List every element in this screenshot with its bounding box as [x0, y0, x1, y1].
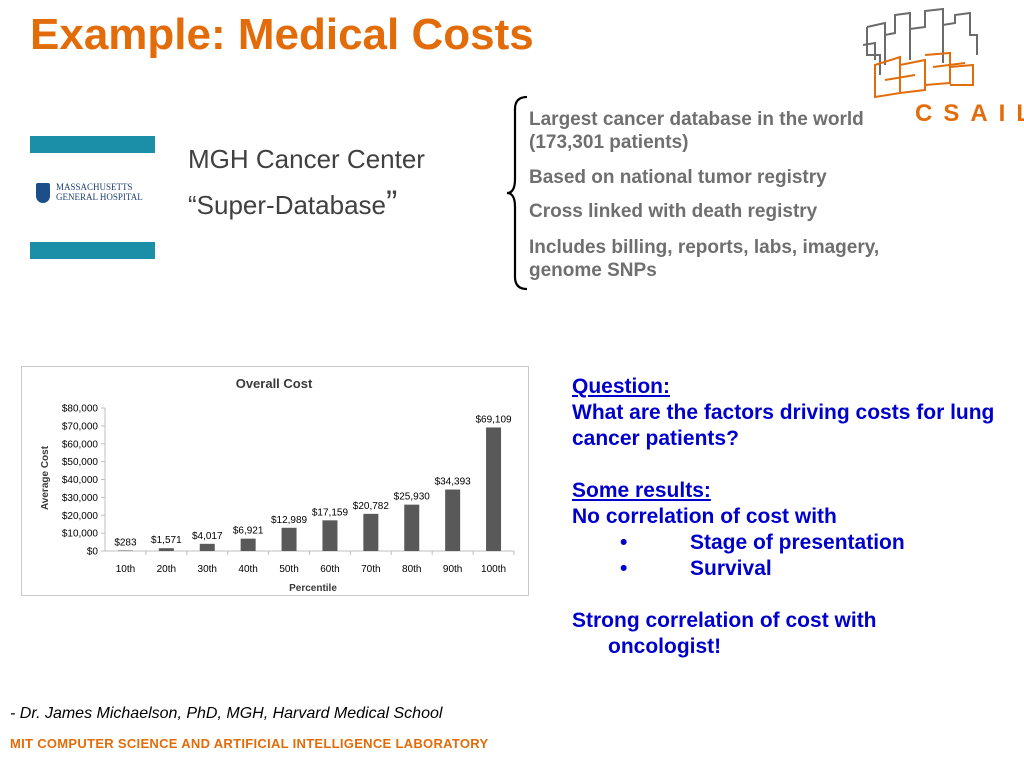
question-results-block: Question: What are the factors driving c… [572, 374, 1012, 660]
chart-bar [363, 513, 379, 551]
feature-item: Cross linked with death registry [529, 201, 818, 222]
chart-x-tick-label: 30th [198, 564, 217, 575]
strong-correlation-text: Strong correlation of cost with [572, 609, 877, 632]
csail-wordmark: CSAIL [915, 100, 1024, 127]
question-heading: Question: [572, 375, 670, 398]
chart-title: Overall Cost [236, 376, 313, 391]
chart-bar [445, 489, 461, 551]
chart-data-label: $34,393 [435, 477, 472, 488]
database-name-line2-text: “Super-Database [188, 190, 386, 220]
feature-item: Includes billing, reports, labs, imagery… [529, 237, 880, 281]
chart-y-tick-label: $60,000 [62, 439, 99, 450]
question-text: What are the factors driving costs for l… [572, 401, 995, 450]
chart-x-tick-label: 60th [320, 564, 339, 575]
bullet-text: Stage of presentation [690, 531, 905, 554]
closing-quote: ” [386, 184, 398, 222]
chart-data-label: $12,989 [271, 515, 308, 526]
results-heading: Some results: [572, 479, 711, 502]
chart-data-label: $4,017 [192, 531, 223, 542]
overall-cost-chart: Overall Cost Average Cost Percentile $0 $… [21, 366, 529, 596]
bullet-text: Survival [690, 557, 772, 580]
chart-x-tick-label: 10th [116, 564, 135, 575]
no-correlation-text: No correlation of cost with [572, 505, 837, 528]
source-quote: - Dr. James Michaelson, PhD, MGH, Harvar… [10, 705, 443, 722]
chart-data-label: $6,921 [233, 526, 264, 537]
teal-bar-bottom [30, 242, 155, 259]
chart-x-axis-label: Percentile [289, 583, 337, 594]
chart-canvas: Overall Cost Average Cost Percentile $0 $… [40, 376, 515, 594]
footer-lab-name: MIT COMPUTER SCIENCE AND ARTIFICIAL INTE… [10, 736, 489, 751]
teal-bar-top [30, 136, 155, 153]
chart-y-tick-label: $80,000 [62, 404, 99, 415]
chart-bar [322, 520, 338, 551]
chart-bar [281, 527, 297, 551]
chart-x-tick-label: 70th [361, 564, 380, 575]
chart-bar [404, 504, 420, 551]
chart-x-tick-label: 40th [238, 564, 257, 575]
chart-x-tick-label: 20th [157, 564, 176, 575]
bullet-item: • Stage of presentation [572, 530, 1012, 556]
chart-bar [486, 427, 502, 551]
mgh-logo-wordmark: MASSACHUSETTS GENERAL HOSPITAL [56, 182, 143, 202]
chart-data-label: $1,571 [151, 535, 182, 546]
chart-x-tick-label: 80th [402, 564, 421, 575]
chart-data-label: $17,159 [312, 507, 349, 518]
chart-y-tick-label: $20,000 [62, 511, 99, 522]
database-name-line1: MGH Cancer Center [188, 144, 425, 174]
chart-data-label: $25,930 [394, 492, 431, 503]
chart-y-tick-label: $0 [87, 547, 99, 558]
database-name-line2: “Super-Database” [188, 186, 397, 221]
strong-correlation-text-cont: oncologist! [608, 635, 722, 658]
feature-item: Based on national tumor registry [529, 167, 827, 188]
bullet-icon: • [620, 531, 628, 554]
chart-data-label: $69,109 [475, 414, 512, 425]
bullet-item: • Survival [572, 556, 1012, 582]
curly-brace-icon [506, 95, 528, 291]
slide-title: Example: Medical Costs [30, 10, 534, 59]
chart-y-tick-label: $10,000 [62, 529, 99, 540]
chart-bar [240, 538, 256, 551]
chart-x-tick-label: 50th [279, 564, 298, 575]
feature-item: Largest cancer database in the world (17… [529, 109, 864, 153]
csail-buildings-icon [862, 7, 978, 99]
chart-x-tick-label: 100th [481, 564, 506, 575]
chart-bar [117, 550, 133, 551]
mgh-shield-icon [36, 183, 50, 203]
chart-bar [199, 543, 215, 551]
chart-y-tick-label: $50,000 [62, 457, 99, 468]
chart-data-label: $20,782 [353, 501, 390, 512]
chart-y-axis-label: Average Cost [40, 445, 51, 510]
chart-y-tick-label: $70,000 [62, 421, 99, 432]
chart-x-tick-label: 90th [443, 564, 462, 575]
chart-bar [158, 548, 174, 551]
chart-y-tick-label: $30,000 [62, 493, 99, 504]
csail-logo: CSAIL [855, 5, 1024, 127]
chart-data-label: $283 [114, 537, 137, 548]
chart-y-tick-label: $40,000 [62, 475, 99, 486]
mgh-logo: MASSACHUSETTS GENERAL HOSPITAL [36, 180, 156, 210]
bullet-icon: • [620, 557, 628, 580]
